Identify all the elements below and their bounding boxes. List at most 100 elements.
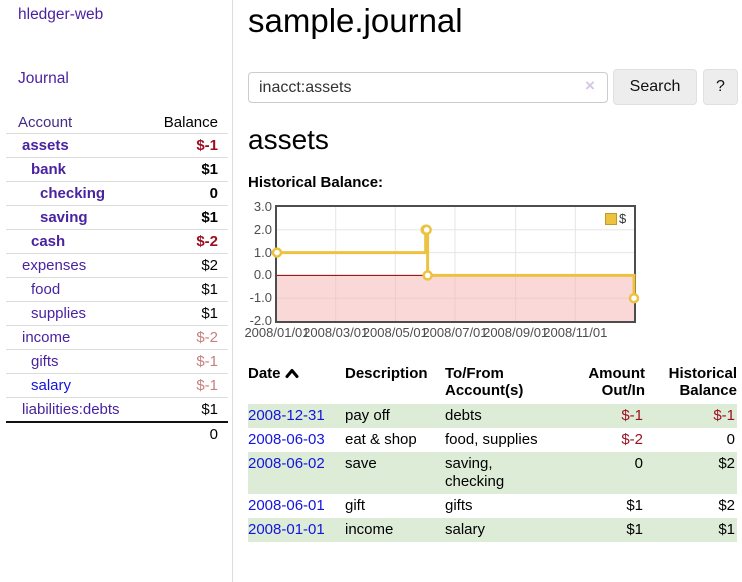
y-axis-tick-label: 1.0 [253, 244, 272, 260]
x-axis-tick-label: 2008/07/01 [422, 325, 488, 340]
transaction-row[interactable]: 2008-06-03 eat & shop food, supplies $-2 0 [248, 428, 737, 452]
account-row: food $1 [6, 277, 228, 301]
main-content: sample.journal × Search ? assets Histori… [244, 0, 742, 582]
transaction-description: pay off [345, 407, 390, 424]
transaction-date-link[interactable]: 2008-06-02 [248, 455, 325, 472]
transaction-amount: $-2 [621, 431, 643, 448]
transaction-row[interactable]: 2008-12-31 pay off debts $-1 $-1 [248, 404, 737, 428]
search-input[interactable] [248, 72, 608, 103]
legend-swatch-icon [605, 212, 617, 225]
help-button[interactable]: ? [703, 69, 738, 105]
column-header-description[interactable]: Description [345, 365, 428, 382]
account-link-expenses[interactable]: expenses [22, 257, 87, 274]
accounts-total-value: 0 [209, 425, 218, 443]
account-link-gifts[interactable]: gifts [31, 353, 59, 370]
account-balance: $1 [201, 281, 218, 298]
x-axis-tick-label: 2008/01/01 [244, 325, 310, 340]
account-balance: $1 [201, 305, 218, 322]
accounts-tree: Account Balance assets $-1 bank $1 checking 0… [6, 111, 228, 445]
transaction-amount: 0 [634, 455, 643, 472]
transaction-date-link[interactable]: 2008-01-01 [248, 521, 325, 538]
y-axis-tick-label: -1.0 [249, 290, 272, 306]
transaction-date-link[interactable]: 2008-06-01 [248, 497, 325, 514]
transaction-accounts: debts [445, 407, 482, 424]
accounts-table-body: assets $-1 bank $1 checking 0 saving $1 cash $-2 e… [6, 133, 228, 421]
account-link-income[interactable]: income [22, 329, 71, 346]
y-axis-tick-label: 3.0 [253, 199, 272, 214]
column-header-to-from-account-s-[interactable]: To/From Account(s) [445, 365, 524, 399]
account-balance: $1 [201, 401, 218, 418]
transaction-balance: $2 [718, 497, 735, 514]
account-link-salary[interactable]: salary [31, 377, 72, 394]
register-table: Date Description To/From Account(s) Amount O… [248, 363, 737, 542]
account-balance: $2 [201, 257, 218, 274]
transaction-amount: $1 [626, 497, 643, 514]
account-link-supplies[interactable]: supplies [31, 305, 87, 322]
y-axis-tick-label: 0.0 [253, 267, 272, 283]
transaction-balance: $2 [718, 455, 735, 472]
column-header-amount-out-in[interactable]: Amount Out/In [588, 365, 645, 399]
account-link-cash[interactable]: cash [31, 233, 66, 250]
account-link-liabilities-debts[interactable]: liabilities:debts [22, 401, 120, 418]
y-axis-tick-label: -2.0 [249, 313, 272, 328]
historical-balance-chart: 3.0 2.0 1.0 0.0 -1.0 -2.0 $ 2008/01/01 2008/03… [244, 199, 708, 343]
transaction-date-link[interactable]: 2008-12-31 [248, 407, 325, 424]
account-balance: $-1 [196, 137, 218, 154]
transaction-accounts: gifts [445, 497, 473, 514]
search-button[interactable]: Search [613, 69, 697, 105]
sort-ascending-icon[interactable] [281, 365, 299, 382]
account-row: checking 0 [6, 181, 228, 205]
column-header-date[interactable]: Date [248, 363, 345, 404]
account-link-food[interactable]: food [31, 281, 61, 298]
account-balance: 0 [209, 185, 218, 202]
transaction-row[interactable]: 2008-06-01 gift gifts $1 $2 [248, 494, 737, 518]
transaction-accounts: saving, checking [445, 455, 505, 490]
transaction-description: save [345, 455, 377, 472]
chart-legend: $ [605, 211, 626, 226]
account-link-assets[interactable]: assets [22, 137, 69, 154]
account-balance: $-1 [196, 377, 218, 394]
app-brand-link[interactable]: hledger-web [18, 6, 104, 23]
account-heading: assets [248, 124, 329, 155]
sidebar: hledger-web Journal Account Balance asse… [0, 0, 233, 582]
transaction-balance: 0 [726, 431, 735, 448]
transaction-row[interactable]: 2008-06-02 save saving, checking 0 $2 [248, 452, 737, 494]
x-axis-tick-label: 2008/09/01 [483, 325, 549, 340]
transaction-date-link[interactable]: 2008-06-03 [248, 431, 325, 448]
account-link-bank[interactable]: bank [31, 161, 67, 178]
account-row: liabilities:debts $1 [6, 397, 228, 421]
account-row: bank $1 [6, 157, 228, 181]
transaction-accounts: salary [445, 521, 486, 538]
chart-section-label: Historical Balance: [248, 174, 384, 191]
account-row: gifts $-1 [6, 349, 228, 373]
account-balance: $-1 [196, 353, 218, 370]
x-axis-tick-label: 2008/11/01 [543, 325, 608, 340]
accounts-header-row: Account Balance [6, 111, 228, 133]
clear-search-icon[interactable]: × [585, 76, 595, 95]
y-axis-tick-label: 2.0 [253, 221, 272, 237]
x-axis-tick-label: 2008/03/01 [303, 325, 369, 340]
accounts-header-balance: Balance [163, 113, 218, 131]
chart-series-svg [271, 207, 640, 321]
x-axis-tick-label: 2008/05/01 [362, 325, 428, 340]
transaction-balance: $-1 [713, 407, 735, 424]
transaction-description: income [345, 521, 394, 538]
transaction-balance: $1 [718, 521, 735, 538]
accounts-total-row: 0 [6, 421, 228, 445]
transaction-accounts: food, supplies [445, 431, 538, 448]
account-row: salary $-1 [6, 373, 228, 397]
account-row: assets $-1 [6, 133, 228, 157]
chart-plot-area[interactable]: $ [271, 205, 640, 323]
account-balance: $-2 [196, 329, 218, 346]
account-link-checking[interactable]: checking [40, 185, 106, 202]
transaction-description: gift [345, 497, 366, 514]
account-balance: $-2 [196, 233, 218, 250]
account-row: cash $-2 [6, 229, 228, 253]
sidebar-item-journal[interactable]: Journal [18, 70, 69, 87]
account-row: income $-2 [6, 325, 228, 349]
account-link-saving[interactable]: saving [40, 209, 88, 226]
column-header-historical-balance[interactable]: Historical Balance [668, 365, 737, 399]
transaction-row[interactable]: 2008-01-01 income salary $1 $1 [248, 518, 737, 542]
transaction-amount: $-1 [621, 407, 643, 424]
account-balance: $1 [201, 161, 218, 178]
